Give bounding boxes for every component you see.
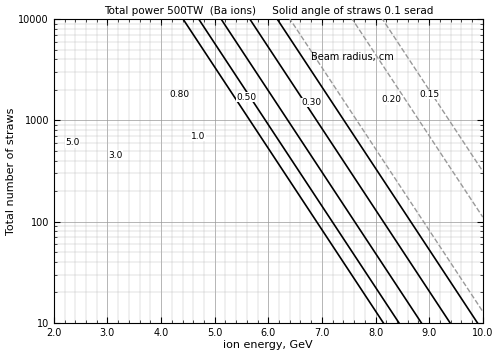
Y-axis label: Total number of straws: Total number of straws (5, 107, 15, 235)
Text: 0.80: 0.80 (170, 90, 190, 99)
Text: Beam radius, cm: Beam radius, cm (311, 52, 394, 62)
Text: 0.15: 0.15 (419, 90, 439, 99)
X-axis label: ion energy, GeV: ion energy, GeV (224, 340, 313, 350)
Text: 5.0: 5.0 (65, 138, 80, 147)
Text: 3.0: 3.0 (108, 151, 123, 160)
Title: Total power 500TW  (Ba ions)     Solid angle of straws 0.1 serad: Total power 500TW (Ba ions) Solid angle … (104, 6, 433, 16)
Text: 0.30: 0.30 (301, 98, 321, 107)
Text: 0.20: 0.20 (382, 95, 402, 104)
Text: 0.50: 0.50 (237, 93, 257, 101)
Text: 1.0: 1.0 (192, 131, 206, 141)
